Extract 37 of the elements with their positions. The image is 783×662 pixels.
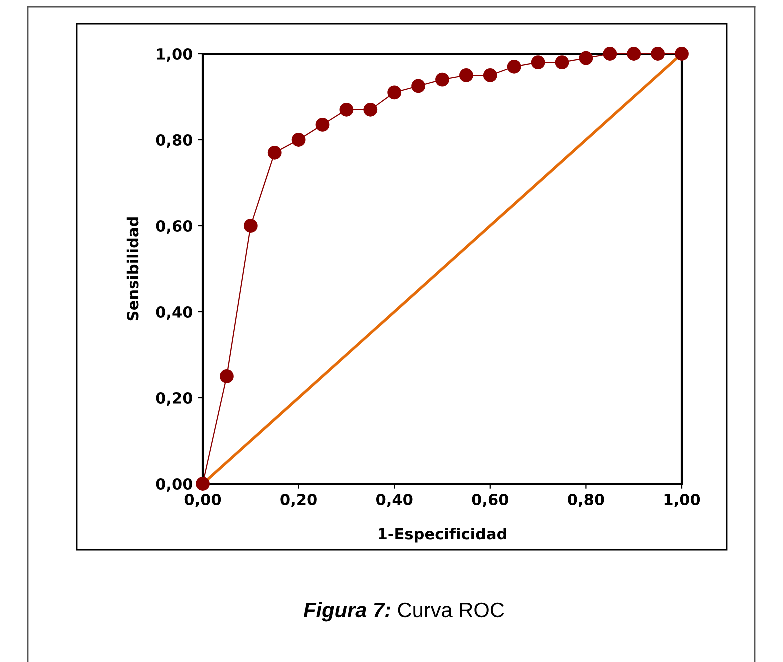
point [268,146,282,160]
x-tick-label: 0,80 [568,494,604,508]
x-axis-title: 1-Especificidad [379,528,506,543]
x-tick-label: 0,00 [184,494,222,508]
point [436,72,450,87]
y-tick-label: 0,40 [156,306,193,320]
x-tick-label: 1,00 [664,494,700,508]
y-tick-label: 0,00 [156,478,193,492]
point [340,102,354,117]
point [196,477,210,491]
point [483,68,498,82]
point [531,56,546,70]
x-tick-label: 0,20 [280,494,317,508]
point [627,47,642,61]
point [555,56,570,70]
point [364,102,378,117]
y-axis-title: Sensibilidad [126,218,139,321]
point [460,68,474,82]
text: Figura 7: [304,602,390,622]
point [507,60,522,74]
x-tick-label: 0,60 [472,494,509,508]
point [316,118,330,132]
point [388,86,402,100]
point [651,47,665,61]
y-tick-label: 0,80 [156,134,193,148]
point [579,51,594,66]
point [675,47,689,61]
point [292,133,306,147]
x-tick-label: 0,40 [376,494,413,508]
y-tick-label: 1,00 [157,48,193,62]
y-tick-label: 0,20 [156,392,193,406]
point [603,47,618,61]
point [412,79,426,94]
text: Curva ROC [398,602,504,618]
point [220,370,234,384]
point [244,219,258,233]
y-tick-label: 0,60 [156,220,193,234]
